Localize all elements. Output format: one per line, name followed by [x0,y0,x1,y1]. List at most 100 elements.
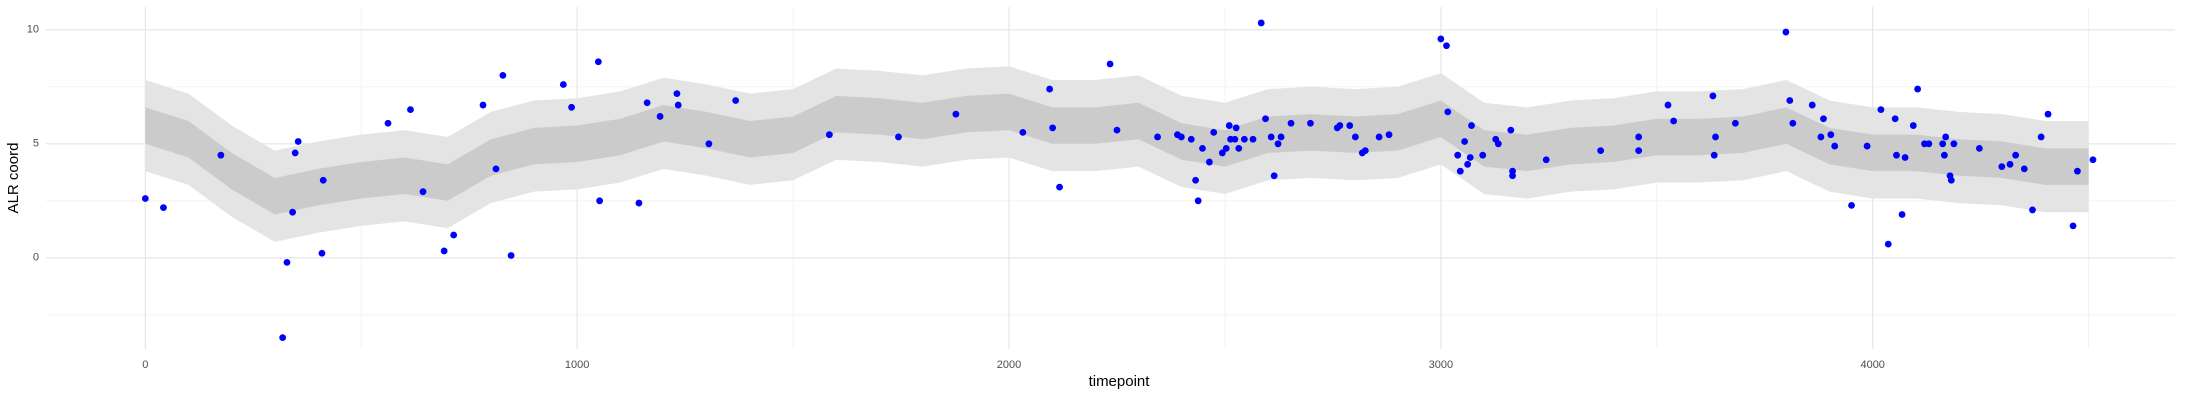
point [1479,151,1487,159]
point [1975,144,1983,152]
point [217,151,225,159]
point [1817,133,1825,141]
point [1848,201,1855,209]
point [674,101,682,109]
point [656,113,664,120]
point [450,231,458,239]
point [1336,122,1344,129]
point [440,247,448,255]
point [1199,144,1206,152]
point [1346,122,1354,129]
point [1942,133,1950,141]
point [1267,133,1275,141]
y-tick-label: 5 [33,138,39,150]
point [1444,108,1452,116]
point [2037,133,2045,141]
point [594,58,602,66]
point [1049,124,1057,132]
point [1863,142,1871,150]
x-tick-label: 1000 [565,359,589,371]
point [1351,133,1359,141]
point [1307,119,1314,127]
point [1274,140,1282,148]
point [1154,133,1161,141]
point [1635,133,1643,141]
point [1710,151,1718,159]
point [1901,154,1909,161]
point [1270,172,1278,180]
point [1998,163,2006,171]
point [1597,147,1605,155]
point [705,140,713,148]
point [673,90,681,98]
point [492,165,500,173]
point [2089,156,2097,164]
point [294,138,302,145]
ribbon [145,93,2089,215]
point [1187,135,1195,143]
point [1385,131,1393,139]
y-axis-title: ALR coord [5,143,22,214]
point [1831,142,1839,150]
x-tick-label: 3000 [1429,359,1453,371]
point [1925,140,1933,148]
point [1635,147,1643,155]
point [2012,151,2020,159]
point [895,133,902,141]
point [1240,135,1248,143]
point [479,101,487,109]
point [1466,154,1474,161]
point [1782,28,1790,36]
point [1375,133,1383,141]
point [1262,115,1269,123]
point [1218,149,1226,157]
point [499,72,507,79]
point [1509,172,1516,180]
point [1464,160,1472,168]
point [1670,117,1678,125]
point [1046,85,1054,93]
x-tick-label: 2000 [997,359,1021,371]
point [1909,122,1917,129]
point [1950,140,1958,148]
point [419,188,427,196]
point [1884,240,1892,248]
point [1947,176,1955,184]
point [1249,135,1257,143]
point [1019,129,1027,136]
point [2029,206,2036,214]
point [1225,122,1233,129]
point [1542,156,1550,164]
y-tick-label: 10 [27,24,39,36]
point [1891,115,1899,123]
point [1712,133,1719,141]
point [1820,115,1827,123]
point [643,99,651,107]
point [1939,140,1947,148]
x-tick-label: 4000 [1860,359,1884,371]
point [1194,197,1202,205]
point [1210,129,1218,136]
point [141,195,149,202]
point [1222,144,1230,152]
point [1808,101,1816,109]
point [2044,110,2052,118]
point [1277,133,1285,141]
point [825,131,833,139]
point [1232,124,1240,132]
point [1205,158,1213,166]
point [1177,133,1185,141]
point [1468,122,1475,129]
point [291,149,299,157]
point [1192,176,1199,184]
point [1235,144,1243,152]
point [952,110,960,118]
point [559,81,567,88]
point [1056,183,1063,191]
point [2006,160,2014,168]
point [1361,147,1369,155]
x-axis-title: timepoint [1089,373,1151,390]
point [635,199,643,207]
point [1437,35,1445,43]
